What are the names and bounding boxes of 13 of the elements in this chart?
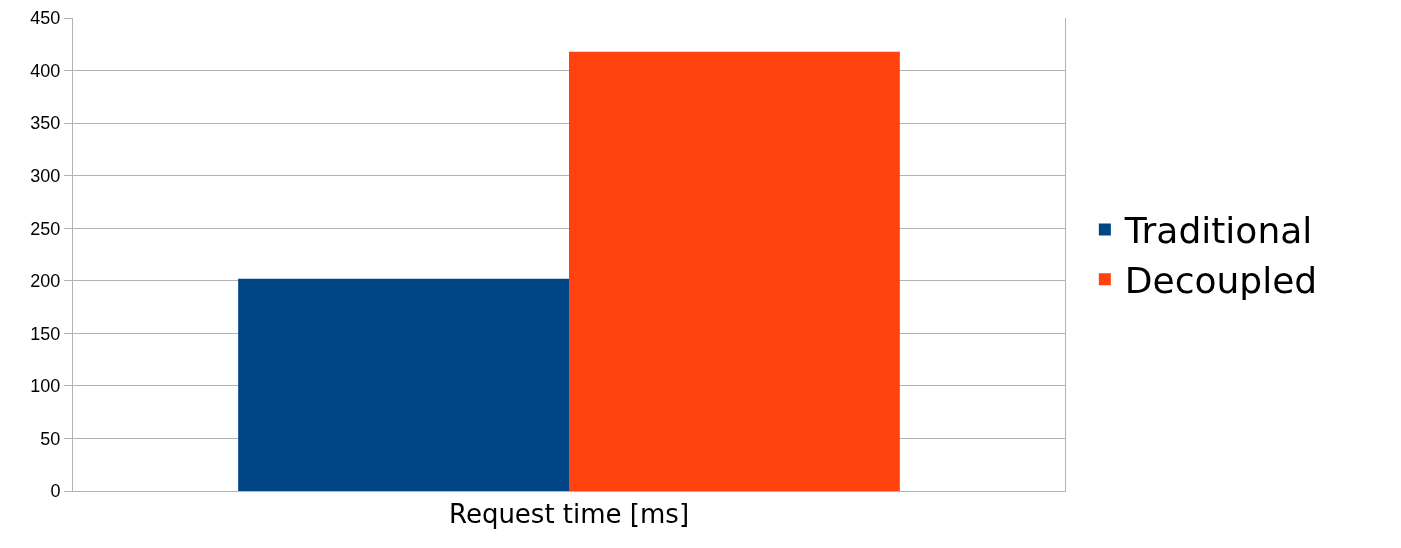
x-tick-label: Request time [ms] [448, 499, 690, 530]
y-tick-label: 350 [30, 113, 61, 134]
legend-label: Traditional [1123, 210, 1313, 252]
y-tick-label: 300 [30, 165, 61, 186]
y-tick-label: 200 [30, 271, 61, 292]
y-tick-label: 50 [40, 428, 61, 449]
legend-label: Decoupled [1124, 260, 1318, 302]
y-tick-label: 400 [30, 60, 61, 81]
y-tick-label: 250 [30, 218, 61, 239]
y-tick-label: 0 [50, 481, 61, 502]
y-tick-label: 150 [30, 323, 61, 344]
y-tick-label: 450 [30, 8, 61, 29]
y-tick-label: 100 [30, 376, 61, 397]
